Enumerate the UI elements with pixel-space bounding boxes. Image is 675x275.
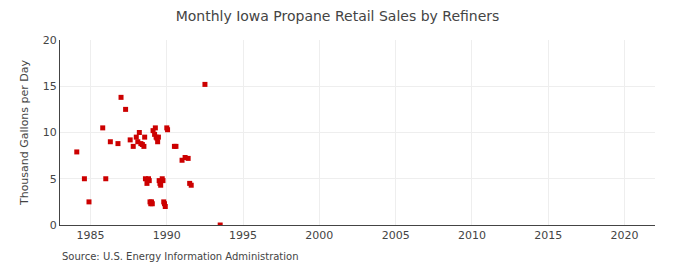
svg-text:2000: 2000 [305,229,333,242]
svg-text:2015: 2015 [534,229,562,242]
svg-text:2020: 2020 [610,229,638,242]
svg-text:2005: 2005 [382,229,410,242]
svg-text:5: 5 [50,173,57,186]
svg-text:10: 10 [43,126,57,139]
svg-text:Monthly Iowa Propane Retail Sa: Monthly Iowa Propane Retail Sales by Ref… [176,8,500,24]
svg-text:1985: 1985 [77,229,105,242]
svg-text:0: 0 [50,219,57,232]
svg-text:1995: 1995 [229,229,257,242]
svg-text:1990: 1990 [153,229,181,242]
svg-text:Thousand Gallons per Day: Thousand Gallons per Day [18,59,31,206]
svg-text:20: 20 [43,34,57,47]
svg-text:Source: U.S. Energy Informatio: Source: U.S. Energy Information Administ… [62,251,299,262]
svg-text:2010: 2010 [458,229,486,242]
svg-text:15: 15 [43,80,57,93]
